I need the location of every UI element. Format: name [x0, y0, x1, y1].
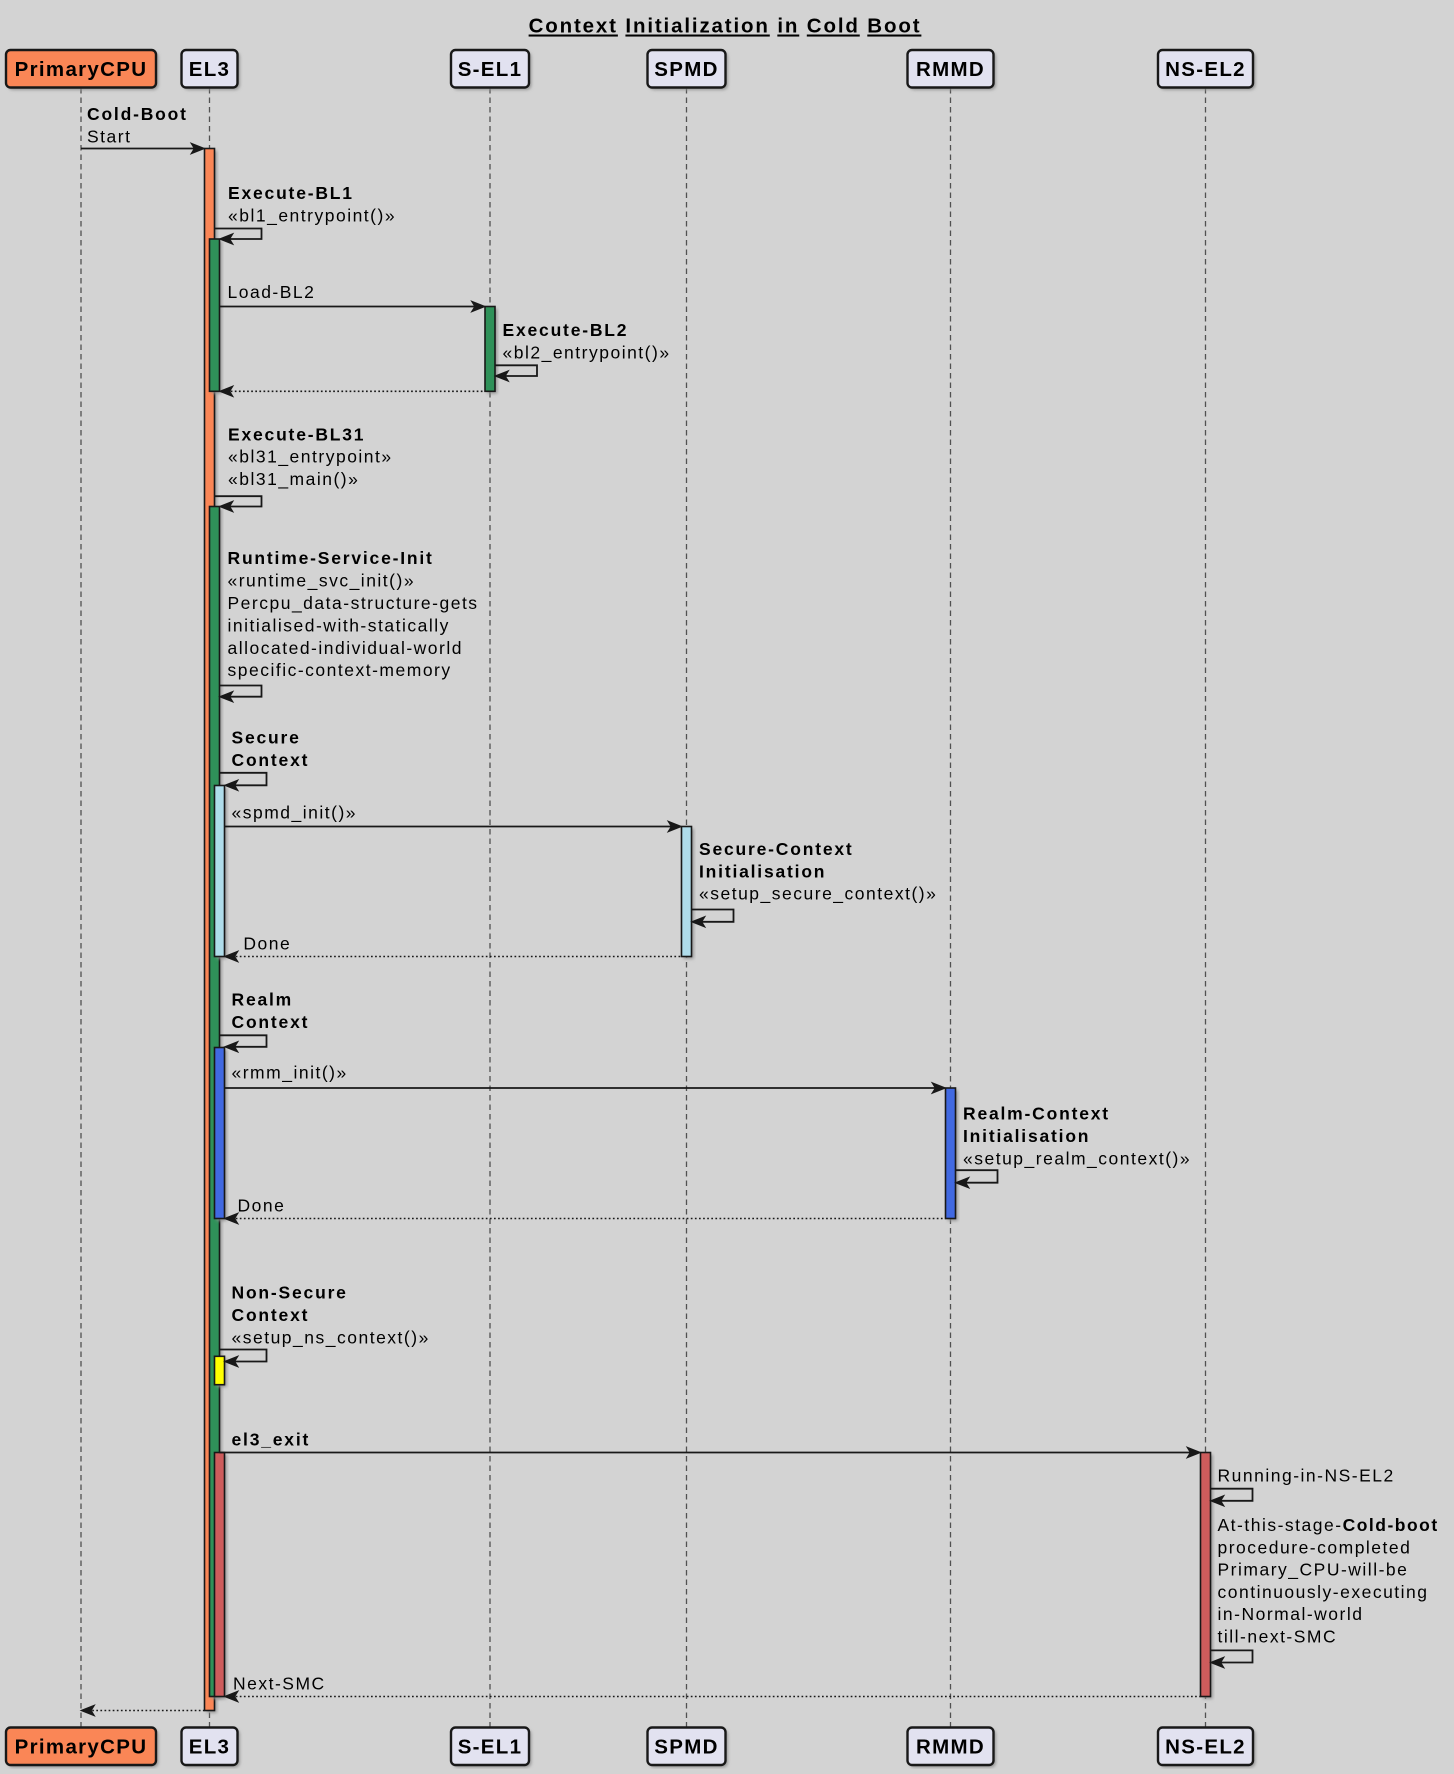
svg-text:Running-in-NS-EL2: Running-in-NS-EL2: [1218, 1465, 1395, 1485]
svg-text:RMMD: RMMD: [916, 1736, 985, 1759]
svg-text:Initialisation: Initialisation: [963, 1126, 1090, 1146]
svg-text:Context: Context: [232, 1012, 310, 1032]
svg-text:«runtime_svc_init()»: «runtime_svc_init()»: [228, 571, 416, 592]
svg-text:NS-EL2: NS-EL2: [1165, 1736, 1246, 1759]
svg-text:At-this-stage-Cold-boot: At-this-stage-Cold-boot: [1218, 1515, 1439, 1535]
svg-text:Context: Context: [232, 750, 310, 770]
svg-text:PrimaryCPU: PrimaryCPU: [15, 1736, 148, 1759]
svg-text:RMMD: RMMD: [916, 58, 985, 81]
svg-text:Realm: Realm: [232, 989, 294, 1009]
svg-text:Next-SMC: Next-SMC: [233, 1674, 326, 1694]
svg-text:«spmd_init()»: «spmd_init()»: [232, 803, 358, 824]
svg-text:EL3: EL3: [189, 1736, 231, 1759]
svg-text:«setup_ns_context()»: «setup_ns_context()»: [232, 1327, 430, 1348]
svg-text:Context: Context: [232, 1305, 310, 1325]
svg-text:«bl2_entrypoint()»: «bl2_entrypoint()»: [503, 343, 671, 364]
svg-text:«bl1_entrypoint()»: «bl1_entrypoint()»: [228, 205, 396, 226]
svg-text:Runtime-Service-Init: Runtime-Service-Init: [228, 548, 434, 568]
svg-text:«setup_secure_context()»: «setup_secure_context()»: [699, 884, 937, 905]
svg-text:Load-BL2: Load-BL2: [228, 282, 316, 302]
svg-text:Execute-BL31: Execute-BL31: [228, 424, 365, 444]
svg-text:S-EL1: S-EL1: [458, 58, 523, 81]
svg-text:Percpu_data-structure-gets: Percpu_data-structure-gets: [228, 593, 479, 614]
svg-text:Initialisation: Initialisation: [699, 861, 826, 881]
svg-text:Realm-Context: Realm-Context: [963, 1104, 1110, 1124]
svg-text:Done: Done: [243, 934, 291, 954]
svg-text:S-EL1: S-EL1: [458, 1736, 523, 1759]
svg-text:Non-Secure: Non-Secure: [232, 1283, 348, 1303]
svg-text:PrimaryCPU: PrimaryCPU: [15, 58, 148, 81]
svg-text:continuously-executing: continuously-executing: [1218, 1582, 1429, 1602]
svg-text:allocated-individual-world: allocated-individual-world: [228, 638, 464, 658]
svg-text:EL3: EL3: [189, 58, 231, 81]
svg-text:«bl31_entrypoint»: «bl31_entrypoint»: [228, 447, 393, 468]
svg-text:initialised-with-statically: initialised-with-statically: [228, 615, 450, 635]
svg-text:Cold-Boot: Cold-Boot: [87, 104, 188, 124]
svg-text:Context Initialization in Cold: Context Initialization in Cold Boot: [529, 15, 922, 38]
svg-text:Secure-Context: Secure-Context: [699, 839, 854, 859]
svg-text:«rmm_init()»: «rmm_init()»: [232, 1063, 348, 1084]
svg-text:el3_exit: el3_exit: [232, 1430, 311, 1450]
svg-text:NS-EL2: NS-EL2: [1165, 58, 1246, 81]
svg-text:Done: Done: [238, 1196, 286, 1216]
svg-text:«bl31_main()»: «bl31_main()»: [228, 469, 359, 490]
svg-text:till-next-SMC: till-next-SMC: [1218, 1627, 1338, 1647]
svg-text:Start: Start: [87, 127, 131, 147]
svg-text:Primary_CPU-will-be: Primary_CPU-will-be: [1218, 1560, 1409, 1581]
svg-text:in-Normal-world: in-Normal-world: [1218, 1604, 1364, 1624]
svg-text:SPMD: SPMD: [654, 58, 718, 81]
svg-text:Secure: Secure: [232, 728, 301, 748]
svg-text:procedure-completed: procedure-completed: [1218, 1537, 1412, 1557]
svg-text:«setup_realm_context()»: «setup_realm_context()»: [963, 1149, 1191, 1170]
svg-text:Execute-BL2: Execute-BL2: [503, 320, 629, 340]
svg-text:Execute-BL1: Execute-BL1: [228, 183, 354, 203]
svg-text:specific-context-memory: specific-context-memory: [228, 660, 452, 680]
svg-text:SPMD: SPMD: [654, 1736, 718, 1759]
